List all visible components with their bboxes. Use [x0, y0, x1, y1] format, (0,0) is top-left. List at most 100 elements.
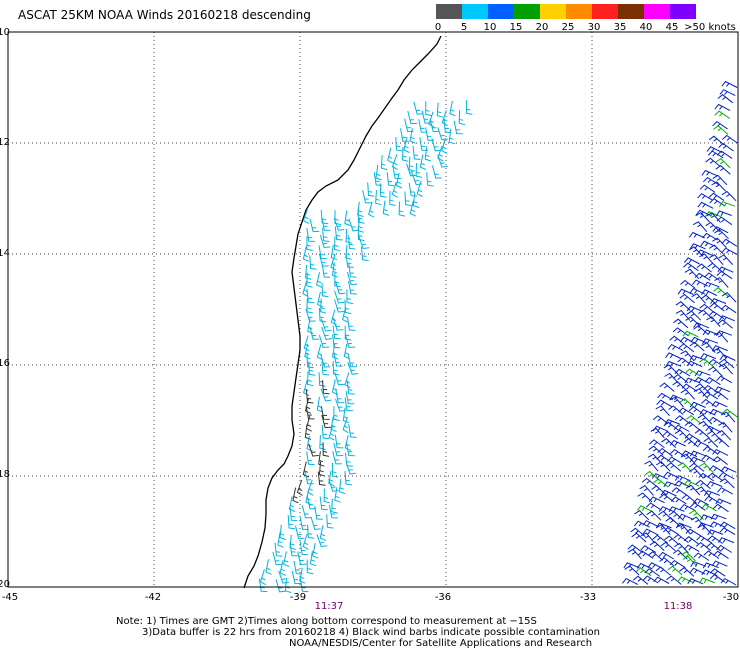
wind-barb [662, 431, 679, 440]
wind-barb [658, 510, 674, 521]
wind-barb [418, 119, 428, 133]
wind-barb [677, 462, 693, 473]
wind-barb [334, 226, 343, 241]
wind-barb [346, 289, 353, 305]
wind-barb [320, 318, 332, 332]
wind-barb [674, 475, 691, 482]
wind-barb [679, 567, 695, 577]
wind-barb [690, 561, 707, 567]
wind-barb [708, 465, 725, 474]
wind-barb [698, 577, 715, 584]
wind-barb [719, 478, 735, 489]
wind-barb [710, 513, 727, 520]
wind-barb [297, 551, 307, 565]
wind-barb [380, 155, 388, 171]
wind-barb [272, 551, 283, 566]
wind-barb [689, 341, 705, 352]
wind-barb [335, 389, 345, 404]
wind-barb [674, 415, 691, 425]
plot-frame [7, 31, 739, 588]
wind-barb [333, 406, 340, 421]
wind-barb [627, 548, 642, 560]
wind-barb [714, 110, 730, 119]
wind-barb [321, 282, 329, 298]
x-tick-label: -39 [289, 592, 307, 603]
wind-barb [684, 377, 701, 384]
wind-barb [375, 190, 382, 206]
wind-barb [716, 544, 732, 553]
wind-barb [712, 456, 729, 465]
wind-barb [714, 103, 731, 112]
legend-label: 10 [483, 22, 497, 33]
wind-barb [686, 360, 703, 368]
wind-barb [684, 433, 701, 442]
wind-barb [437, 154, 448, 168]
wind-barb [716, 150, 733, 159]
wind-barb [345, 390, 355, 405]
wind-barb [686, 414, 702, 425]
x-tick-label: -33 [579, 592, 597, 603]
wind-barb [321, 361, 329, 376]
wind-barb [333, 353, 343, 367]
wind-barb [696, 263, 712, 273]
wind-barb [684, 368, 701, 377]
wind-barb [395, 136, 403, 152]
wind-barb [709, 302, 725, 312]
wind-barb [715, 330, 732, 336]
y-tick-label: -12 [0, 137, 10, 148]
wind-barb [665, 462, 682, 472]
legend-swatch [592, 4, 618, 19]
legend-label: 5 [460, 22, 468, 33]
wind-barb [674, 480, 691, 488]
wind-barb [699, 184, 716, 193]
wind-barb [715, 210, 732, 217]
wind-barb [306, 559, 314, 575]
wind-barb [307, 479, 314, 496]
wind-barb [639, 485, 654, 496]
wind-barb [704, 377, 721, 386]
wind-barb [713, 125, 729, 135]
wind-barb [694, 429, 710, 439]
wind-barb [708, 135, 725, 146]
wind-barb [684, 421, 701, 431]
wind-barb [332, 334, 341, 349]
wind-barb [323, 488, 331, 504]
wind-barb [712, 174, 728, 186]
wind-barb [335, 398, 346, 412]
wind-barb [408, 156, 416, 172]
wind-barb [304, 424, 312, 440]
wind-barb [713, 287, 729, 297]
wind-barb [415, 163, 423, 178]
wind-barb [680, 389, 696, 400]
wind-barb [697, 193, 714, 201]
wind-barb [319, 525, 326, 541]
wind-barb [347, 353, 357, 368]
wind-barb [642, 520, 659, 527]
wind-barb [651, 473, 668, 480]
wind-barb [718, 142, 734, 152]
wind-barb [320, 354, 331, 368]
wind-barb [309, 326, 320, 340]
wind-barb [663, 421, 679, 431]
wind-barb [299, 541, 309, 556]
wind-barb [689, 467, 704, 479]
wind-barb [693, 552, 710, 561]
wind-barb [305, 406, 315, 420]
wind-barb [695, 211, 711, 223]
wind-barb [386, 172, 395, 187]
wind-barb [683, 479, 700, 487]
wind-barb [707, 529, 724, 536]
wind-barb [673, 424, 690, 432]
legend-swatch [462, 4, 488, 19]
wind-barb [720, 466, 737, 473]
wind-barb [699, 358, 715, 368]
wind-barb [702, 562, 719, 569]
wind-barb [425, 101, 432, 117]
wind-barb [669, 448, 686, 458]
wind-barb [701, 342, 716, 353]
wind-barb [622, 577, 639, 585]
wind-barb [304, 343, 311, 360]
wind-barb [689, 456, 706, 463]
wind-barb [647, 562, 664, 570]
wind-barb [640, 545, 657, 554]
